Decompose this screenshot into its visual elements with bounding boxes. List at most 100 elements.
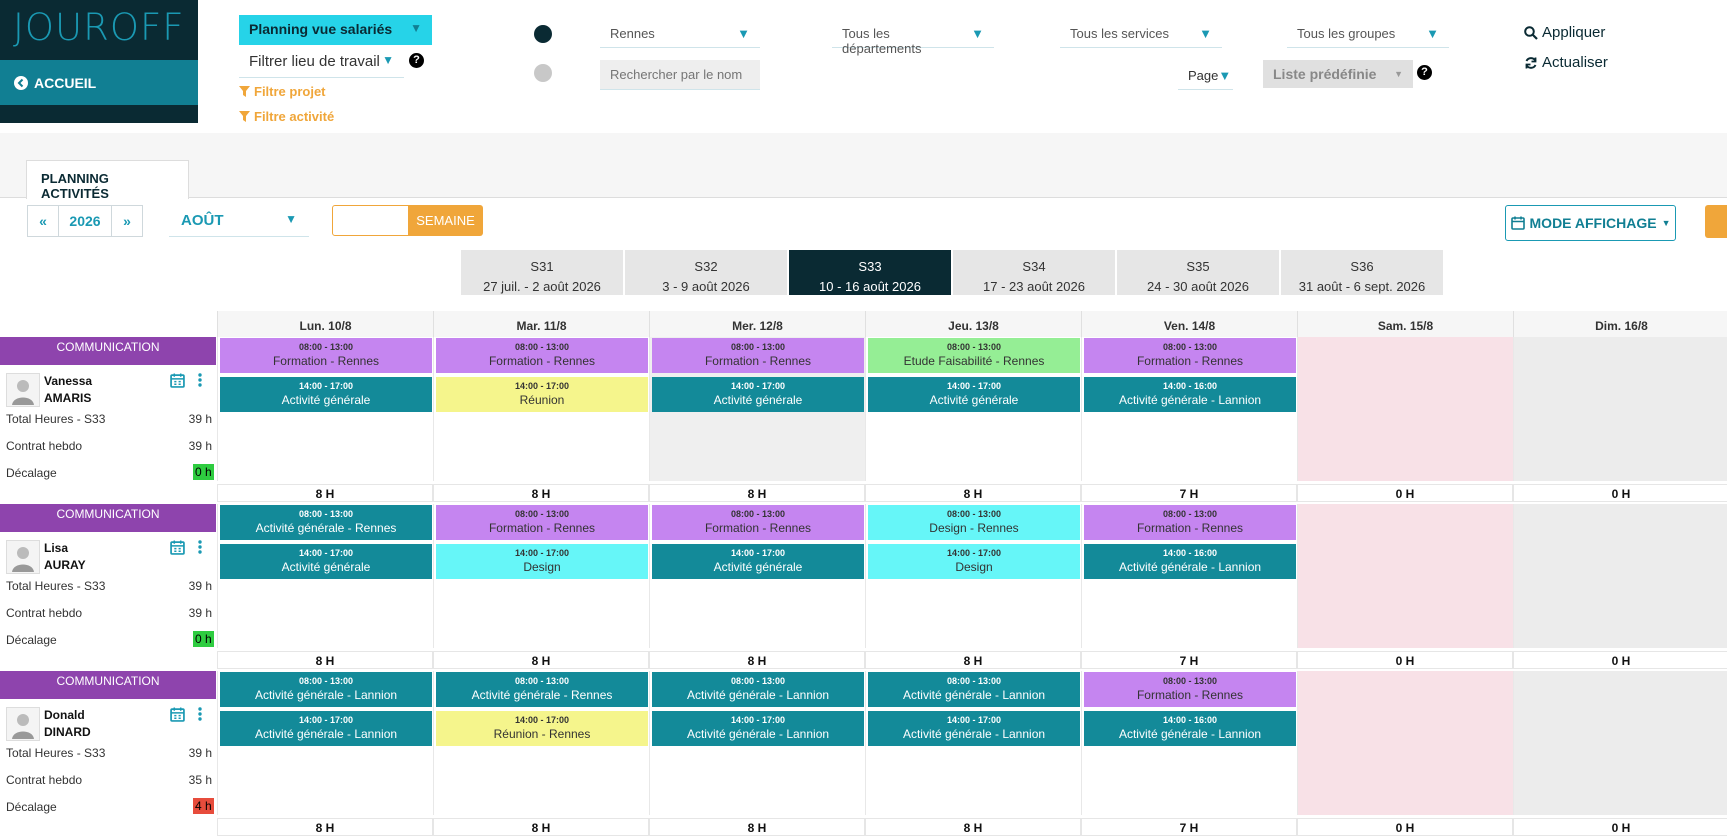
tab-planning-activities[interactable]: PLANNING ACTIVITÉS <box>26 160 189 201</box>
workplace-filter-select[interactable]: Filtrer lieu de travail ▼ <box>239 48 404 78</box>
activity-block[interactable]: 08:00 - 13:00 Formation - Rennes <box>1084 338 1296 373</box>
day-cell[interactable]: 08:00 - 13:00 Etude Faisabilité - Rennes 1… <box>865 337 1081 481</box>
page-select[interactable]: Page ▼ <box>1178 60 1233 90</box>
calendar-icon[interactable] <box>170 540 185 555</box>
previous-year-button[interactable]: « <box>27 205 59 237</box>
day-cell[interactable]: 08:00 - 13:00 Design - Rennes 14:00 - 17:0… <box>865 504 1081 648</box>
stat-label: Contrat hebdo <box>6 439 83 453</box>
calendar-icon[interactable] <box>170 707 185 722</box>
activity-block[interactable]: 14:00 - 16:00 Activité générale - Lannion <box>1084 711 1296 746</box>
activity-block[interactable]: 08:00 - 13:00 Formation - Rennes <box>652 338 864 373</box>
predefined-list-select[interactable]: Liste prédéfinie ▼ <box>1263 60 1413 88</box>
week-tab-s33[interactable]: S33 10 - 16 août 2026 <box>789 250 951 295</box>
day-cell[interactable]: 08:00 - 13:00 Formation - Rennes 14:00 - 1… <box>1081 504 1297 648</box>
groups-select[interactable]: Tous les groupes ▼ <box>1287 18 1449 48</box>
name-search-input[interactable] <box>600 60 760 90</box>
activity-label: Activité générale - Lannion <box>1118 560 1262 574</box>
activity-block[interactable]: 08:00 - 13:00 Activité générale - Rennes <box>220 505 432 540</box>
help-icon[interactable]: ? <box>409 53 424 68</box>
day-cell[interactable]: 08:00 - 13:00 Formation - Rennes 14:00 - 1… <box>217 337 433 481</box>
display-mode-button[interactable]: MODE AFFICHAGE ▼ <box>1505 205 1676 241</box>
activity-block[interactable]: 08:00 - 13:00 Formation - Rennes <box>1084 505 1296 540</box>
activity-time: 08:00 - 13:00 <box>298 509 354 519</box>
day-cell[interactable]: 08:00 - 13:00 Formation - Rennes 14:00 - 1… <box>1081 337 1297 481</box>
activity-block[interactable]: 08:00 - 13:00 Etude Faisabilité - Rennes <box>868 338 1080 373</box>
week-tab-s35[interactable]: S35 24 - 30 août 2026 <box>1117 250 1279 295</box>
day-cell[interactable]: 08:00 - 13:00 Formation - Rennes 14:00 - 1… <box>1081 671 1297 815</box>
home-button[interactable]: ACCUEIL <box>0 60 198 105</box>
day-cell[interactable] <box>1513 337 1727 481</box>
week-button[interactable]: SEMAINE <box>408 205 483 236</box>
activity-block[interactable]: 08:00 - 13:00 Activité générale - Lannion <box>220 672 432 707</box>
services-select[interactable]: Tous les services ▼ <box>1060 18 1222 48</box>
employee-name[interactable]: Donald DINARD <box>44 707 91 741</box>
refresh-button[interactable]: Actualiser <box>1524 54 1608 71</box>
day-cell[interactable]: 08:00 - 13:00 Formation - Rennes 14:00 - 1… <box>649 504 865 648</box>
more-vertical-icon[interactable] <box>198 540 202 554</box>
more-vertical-icon[interactable] <box>198 707 202 721</box>
activity-block[interactable]: 14:00 - 17:00 Activité générale <box>220 377 432 412</box>
activity-block[interactable]: 14:00 - 16:00 Activité générale - Lannion <box>1084 377 1296 412</box>
day-cell[interactable] <box>1513 671 1727 815</box>
arrow-left-icon <box>14 75 28 90</box>
more-vertical-icon[interactable] <box>198 373 202 387</box>
apply-button[interactable]: Appliquer <box>1524 24 1605 41</box>
activity-label: Activité générale - Lannion <box>1118 393 1262 407</box>
view-select[interactable]: Planning vue salariés ▼ <box>239 15 432 45</box>
help-icon[interactable]: ? <box>1417 65 1432 80</box>
project-filter-link[interactable]: Filtre projet <box>239 84 326 99</box>
city-select[interactable]: Rennes ▼ <box>600 18 760 48</box>
activity-block[interactable]: 08:00 - 13:00 Formation - Rennes <box>1084 672 1296 707</box>
activity-block[interactable]: 14:00 - 17:00 Activité générale <box>220 544 432 579</box>
activity-block[interactable]: 14:00 - 16:00 Activité générale - Lannion <box>1084 544 1296 579</box>
day-cell[interactable] <box>1297 337 1513 481</box>
activity-block[interactable]: 14:00 - 17:00 Activité générale - Lannion <box>868 711 1080 746</box>
department-label: COMMUNICATION <box>0 671 216 699</box>
day-cell[interactable] <box>1297 504 1513 648</box>
activity-block[interactable]: 08:00 - 13:00 Formation - Rennes <box>436 338 648 373</box>
day-cell[interactable] <box>1513 504 1727 648</box>
day-cell[interactable]: 08:00 - 13:00 Activité générale - Rennes 1… <box>217 504 433 648</box>
day-cell[interactable]: 08:00 - 13:00 Formation - Rennes 14:00 - 1… <box>433 337 649 481</box>
activity-block[interactable]: 14:00 - 17:00 Réunion <box>436 377 648 412</box>
week-tab-s32[interactable]: S32 3 - 9 août 2026 <box>625 250 787 295</box>
activity-block[interactable]: 14:00 - 17:00 Design <box>868 544 1080 579</box>
day-cell[interactable]: 08:00 - 13:00 Activité générale - Lannion… <box>865 671 1081 815</box>
activity-filter-link[interactable]: Filtre activité <box>239 109 334 124</box>
activity-block[interactable]: 08:00 - 13:00 Activité générale - Lannion <box>652 672 864 707</box>
week-tab-s36[interactable]: S36 31 août - 6 sept. 2026 <box>1281 250 1443 295</box>
activity-block[interactable]: 08:00 - 13:00 Formation - Rennes <box>220 338 432 373</box>
week-number-input[interactable] <box>332 205 410 236</box>
employee-name[interactable]: Lisa AURAY <box>44 540 86 574</box>
activity-block[interactable]: 14:00 - 17:00 Activité générale <box>652 377 864 412</box>
day-cell[interactable]: 08:00 - 13:00 Formation - Rennes 14:00 - 1… <box>433 504 649 648</box>
activity-block[interactable]: 08:00 - 13:00 Activité générale - Lannion <box>868 672 1080 707</box>
activity-block[interactable]: 14:00 - 17:00 Design <box>436 544 648 579</box>
activity-block[interactable]: 14:00 - 17:00 Réunion - Rennes <box>436 711 648 746</box>
month-select[interactable]: AOÛT ▼ <box>169 205 309 237</box>
departments-select-value: Tous les départements <box>842 26 922 56</box>
day-cell[interactable]: 08:00 - 13:00 Activité générale - Lannion… <box>217 671 433 815</box>
day-cell[interactable]: 08:00 - 13:00 Activité générale - Lannion… <box>649 671 865 815</box>
departments-select[interactable]: Tous les départements ▼ <box>832 18 994 56</box>
week-tab-s34[interactable]: S34 17 - 23 août 2026 <box>953 250 1115 295</box>
activity-block[interactable]: 08:00 - 13:00 Design - Rennes <box>868 505 1080 540</box>
orange-action-button[interactable] <box>1705 205 1727 238</box>
activity-block[interactable]: 14:00 - 17:00 Activité générale <box>652 544 864 579</box>
activity-block[interactable]: 14:00 - 17:00 Activité générale - Lannion <box>652 711 864 746</box>
activity-block[interactable]: 14:00 - 17:00 Activité générale <box>868 377 1080 412</box>
next-year-button[interactable]: » <box>111 205 143 237</box>
employee-name[interactable]: Vanessa AMARIS <box>44 373 92 407</box>
day-cell[interactable] <box>1297 671 1513 815</box>
week-tab-s31[interactable]: S31 27 juil. - 2 août 2026 <box>461 250 623 295</box>
status-dot-light[interactable] <box>534 64 552 82</box>
activity-label: Activité générale - Lannion <box>902 688 1046 702</box>
activity-block[interactable]: 08:00 - 13:00 Formation - Rennes <box>652 505 864 540</box>
day-cell[interactable]: 08:00 - 13:00 Activité générale - Rennes 1… <box>433 671 649 815</box>
calendar-icon[interactable] <box>170 373 185 388</box>
status-dot-dark[interactable] <box>534 25 552 43</box>
activity-block[interactable]: 08:00 - 13:00 Formation - Rennes <box>436 505 648 540</box>
activity-block[interactable]: 14:00 - 17:00 Activité générale - Lannion <box>220 711 432 746</box>
activity-block[interactable]: 08:00 - 13:00 Activité générale - Rennes <box>436 672 648 707</box>
day-cell[interactable]: 08:00 - 13:00 Formation - Rennes 14:00 - 1… <box>649 337 865 481</box>
